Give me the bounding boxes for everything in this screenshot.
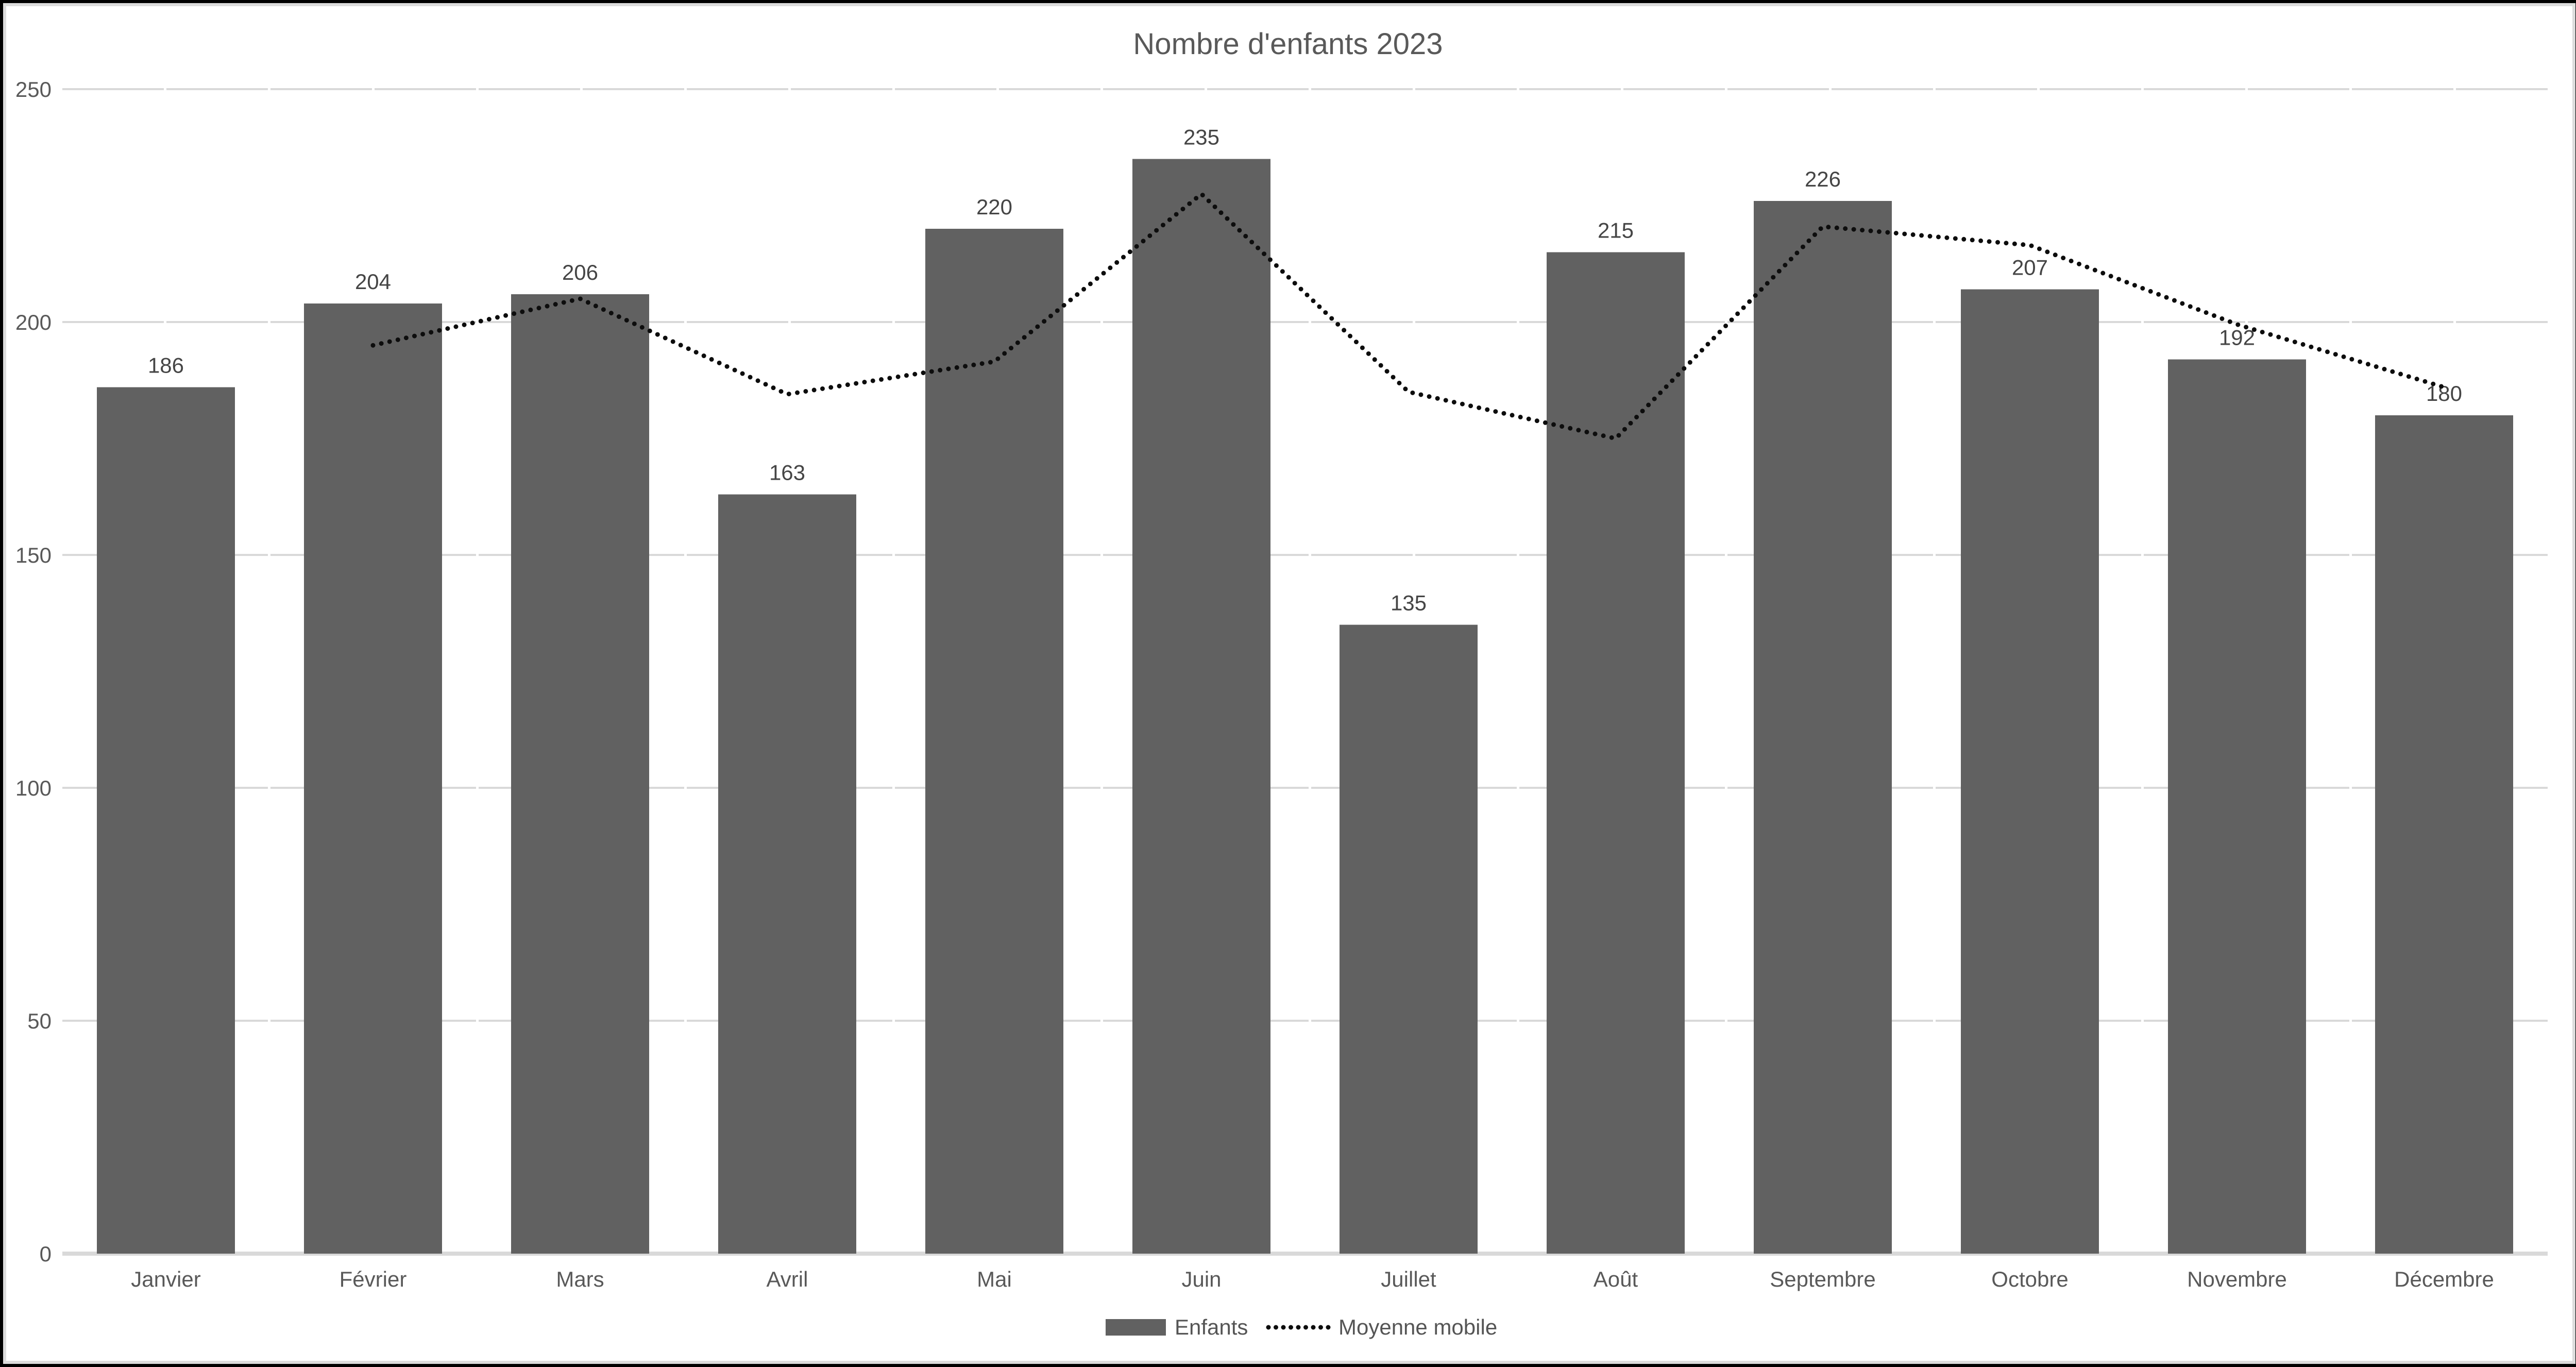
x-tick-label-juillet: Juillet (1381, 1267, 1436, 1291)
bar-août (1547, 252, 1685, 1254)
y-tick-label-0: 0 (40, 1242, 52, 1266)
moving-average-line (370, 191, 2447, 441)
x-tick-label-décembre: Décembre (2394, 1267, 2494, 1291)
y-axis-tick-labels: 0 50 100 150 200 250 (15, 77, 52, 1266)
x-tick-label-mai: Mai (977, 1267, 1012, 1291)
bar-mars (511, 294, 649, 1254)
legend-label-enfants: Enfants (1175, 1315, 1248, 1339)
y-tick-label-150: 150 (15, 543, 52, 567)
x-tick-label-janvier: Janvier (131, 1267, 200, 1291)
x-axis-month-labels: Janvier Février Mars Avril Mai Juin Juillet Aoû… (131, 1267, 2494, 1291)
value-label-août: 215 (1598, 218, 1634, 242)
x-tick-label-août: Août (1594, 1267, 1638, 1291)
x-tick-label-juin: Juin (1181, 1267, 1221, 1291)
value-label-octobre: 207 (2012, 256, 2048, 280)
value-label-mai: 220 (976, 195, 1012, 219)
value-label-avril: 163 (769, 460, 805, 484)
x-tick-label-avril: Avril (767, 1267, 808, 1291)
y-tick-label-100: 100 (15, 776, 52, 800)
bar-mai (925, 229, 1063, 1254)
y-tick-label-250: 250 (15, 77, 52, 102)
bar-avril (718, 494, 856, 1254)
y-tick-label-50: 50 (27, 1009, 52, 1033)
moving-average-polyline (370, 191, 2447, 441)
bars-series-enfants (97, 159, 2513, 1254)
chart-background: 0 50 100 150 200 250 186 204 206 163 220 235 135 215… (3, 3, 2575, 1364)
value-label-février: 204 (355, 269, 391, 294)
legend-label-moyenne-mobile: Moyenne mobile (1338, 1315, 1497, 1339)
gridlines (62, 88, 2548, 1256)
value-label-septembre: 226 (1805, 167, 1841, 191)
value-label-janvier: 186 (148, 353, 184, 378)
x-tick-label-novembre: Novembre (2187, 1267, 2287, 1291)
bar-décembre (2375, 415, 2513, 1254)
y-tick-label-200: 200 (15, 310, 52, 334)
bar-juillet (1340, 625, 1478, 1254)
value-label-mars: 206 (562, 260, 598, 284)
column-chart: 0 50 100 150 200 250 186 204 206 163 220 235 135 215… (15, 27, 2548, 1339)
bar-juin (1132, 159, 1270, 1254)
bar-novembre (2168, 359, 2306, 1254)
bar-octobre (1961, 289, 2099, 1254)
bar-septembre (1754, 200, 1892, 1254)
value-label-juin: 235 (1183, 125, 1219, 149)
x-tick-label-octobre: Octobre (1991, 1267, 2068, 1291)
x-tick-label-septembre: Septembre (1770, 1267, 1875, 1291)
x-tick-label-mars: Mars (556, 1267, 604, 1291)
x-tick-label-février: Février (340, 1267, 407, 1291)
value-label-novembre: 192 (2219, 325, 2255, 349)
chart-title: Nombre d'enfants 2023 (1133, 27, 1443, 61)
bar-janvier (97, 387, 235, 1254)
bar-février (304, 303, 442, 1254)
legend: Enfants Moyenne mobile (1106, 1315, 1497, 1339)
legend-swatch-enfants (1106, 1319, 1166, 1336)
value-label-juillet: 135 (1391, 591, 1427, 615)
